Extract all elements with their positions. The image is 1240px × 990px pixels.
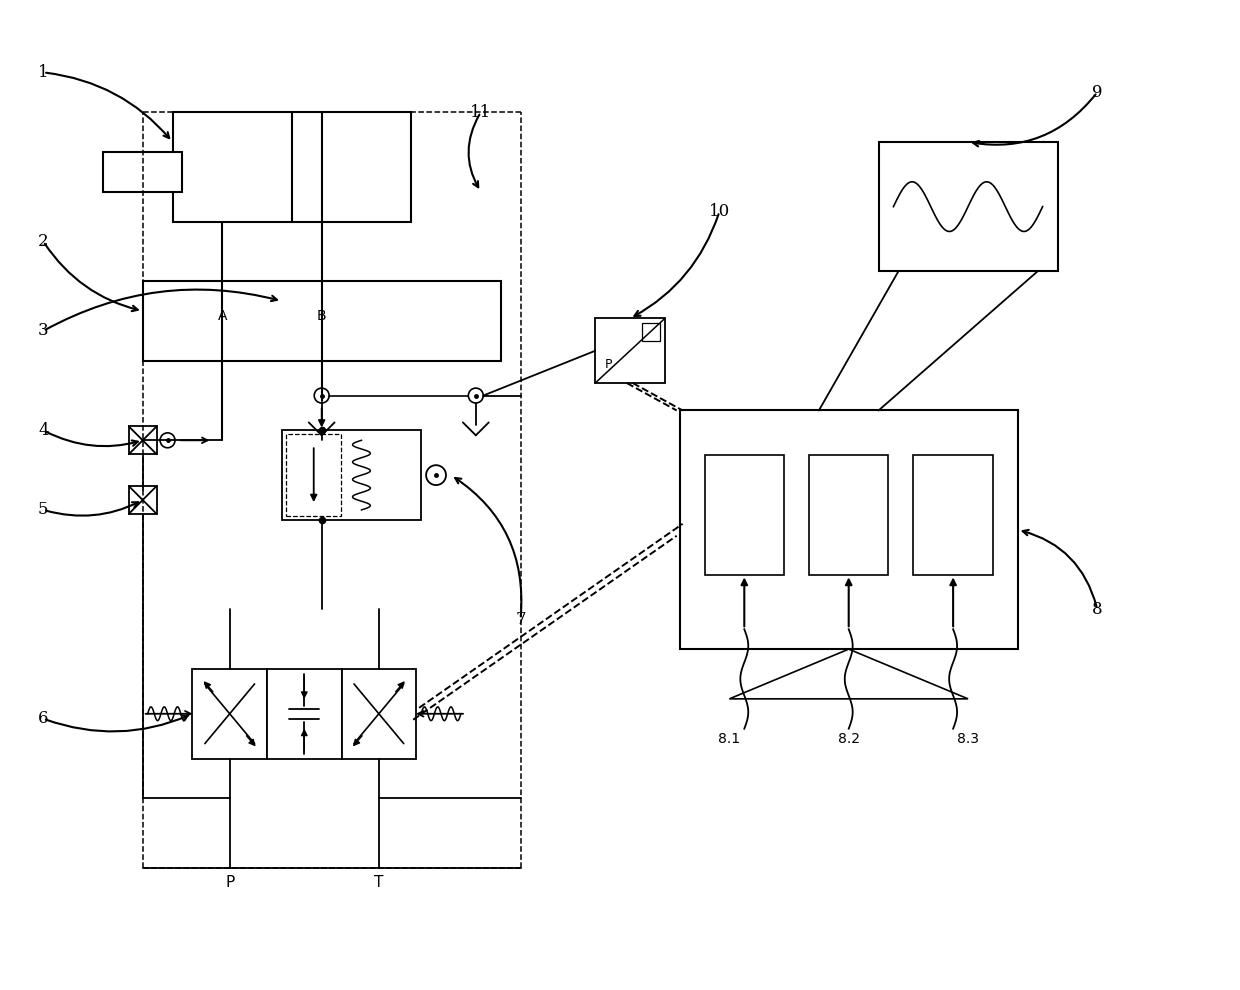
Text: 3: 3 [38, 323, 48, 340]
Bar [642, 324, 660, 342]
Text: 9: 9 [1092, 84, 1102, 101]
Bar [286, 435, 341, 516]
Bar [704, 455, 784, 574]
Bar [143, 281, 501, 360]
Bar [879, 142, 1058, 271]
Text: 8.2: 8.2 [838, 732, 859, 745]
Bar [341, 669, 417, 758]
Bar [914, 455, 993, 574]
Text: 7: 7 [516, 611, 526, 628]
Bar [680, 411, 1018, 649]
Text: 10: 10 [709, 203, 730, 220]
Bar [103, 151, 182, 192]
Text: 6: 6 [38, 710, 48, 728]
Polygon shape [729, 649, 968, 699]
Text: 2: 2 [38, 233, 48, 249]
Text: 8.1: 8.1 [718, 732, 740, 745]
Bar [267, 669, 341, 758]
Bar [595, 319, 665, 383]
Text: B: B [317, 309, 326, 323]
Bar [172, 112, 412, 222]
Text: 5: 5 [38, 501, 48, 519]
Bar [129, 427, 156, 454]
Text: 11: 11 [470, 104, 491, 121]
Text: T: T [374, 875, 383, 890]
Text: 1: 1 [38, 64, 48, 81]
Text: A: A [217, 309, 227, 323]
Bar [192, 669, 267, 758]
Text: 8: 8 [1092, 601, 1102, 618]
Text: 8.3: 8.3 [957, 732, 980, 745]
Bar [808, 455, 889, 574]
Text: P: P [226, 875, 234, 890]
Text: P: P [605, 358, 613, 371]
Text: 4: 4 [38, 422, 48, 439]
Bar [129, 486, 156, 514]
Bar [281, 431, 422, 520]
